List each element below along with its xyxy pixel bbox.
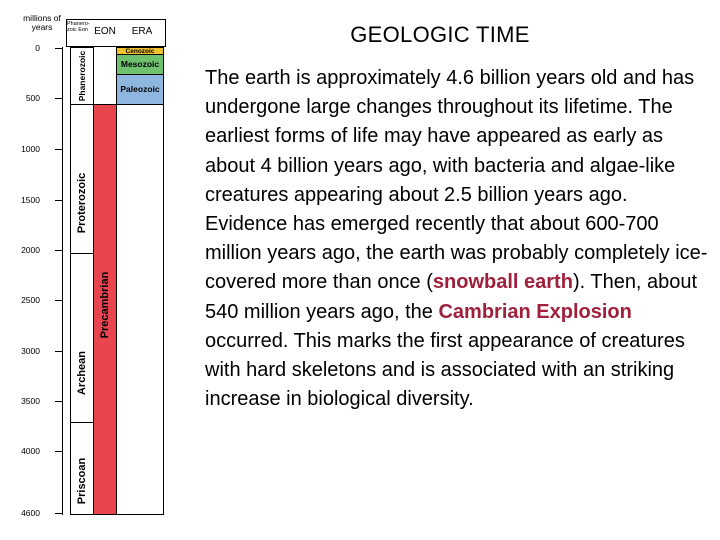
tick-label-2000: 2000: [21, 245, 40, 255]
tick-label-1500: 1500: [21, 195, 40, 205]
tick-0: [55, 48, 63, 49]
tick-2500: [55, 300, 63, 301]
tick-3500: [55, 401, 63, 402]
tick-label-0: 0: [35, 43, 40, 53]
eon-label-priscoan: Priscoan: [76, 457, 88, 505]
highlight-cambrian-explosion: Cambrian Explosion: [438, 300, 632, 323]
tick-1500: [55, 200, 63, 201]
body-text-part-1: The earth is approximately 4.6 billion y…: [205, 67, 708, 294]
tick-label-4000: 4000: [21, 446, 40, 456]
eon-band-proterozoic: [70, 104, 94, 254]
tick-2000: [55, 250, 63, 251]
time-scale-axis: [62, 47, 63, 515]
column-header-box: [66, 19, 166, 47]
body-paragraph: The earth is approximately 4.6 billion y…: [205, 64, 710, 414]
body-text-part-2: ). Then, about 540 million years ago, th…: [205, 271, 698, 323]
tick-4000: [55, 451, 63, 452]
geologic-time-column: millions of years Phanero-zoic Eon EON E…: [0, 0, 175, 525]
eon-band-precambrian: [93, 104, 117, 515]
era-label-mesozoic: Mesozoic: [120, 59, 160, 69]
era-label-paleozoic: Paleozoic: [120, 84, 160, 94]
tick-label-4600: 4600: [21, 508, 40, 518]
tick-500: [55, 98, 63, 99]
tick-label-3000: 3000: [21, 346, 40, 356]
tick-label-2500: 2500: [21, 295, 40, 305]
tick-label-3500: 3500: [21, 396, 40, 406]
page-title: GEOLOGIC TIME: [350, 22, 530, 47]
highlight-snowball-earth: snowball earth: [432, 271, 573, 294]
tick-label-500: 500: [25, 93, 40, 103]
eon-label-precambrian: Precambrian: [99, 271, 111, 339]
body-text-part-3: occurred. This marks the first appearanc…: [205, 329, 685, 411]
era-label-cenozoic: Cenozoic: [125, 48, 155, 55]
tick-4600: [55, 513, 63, 514]
column-header-eon: EON: [94, 26, 116, 37]
tick-3000: [55, 351, 63, 352]
tick-1000: [55, 149, 63, 150]
era-band-precambrian-blank: [116, 104, 164, 515]
column-header-era: ERA: [131, 26, 153, 37]
eon-band-priscoan: [70, 422, 94, 515]
column-header-eon-scale: Phanero-zoic Eon: [67, 21, 90, 33]
column-header-millions-of-years: millions of years: [23, 13, 61, 32]
eon-label-phanerozoic: Phanerozoic: [77, 50, 87, 102]
era-band-paleozoic: [116, 74, 164, 105]
eon-label-proterozoic: Proterozoic: [76, 172, 88, 234]
eon-label-archean: Archean: [76, 350, 88, 396]
tick-label-1000: 1000: [21, 144, 40, 154]
